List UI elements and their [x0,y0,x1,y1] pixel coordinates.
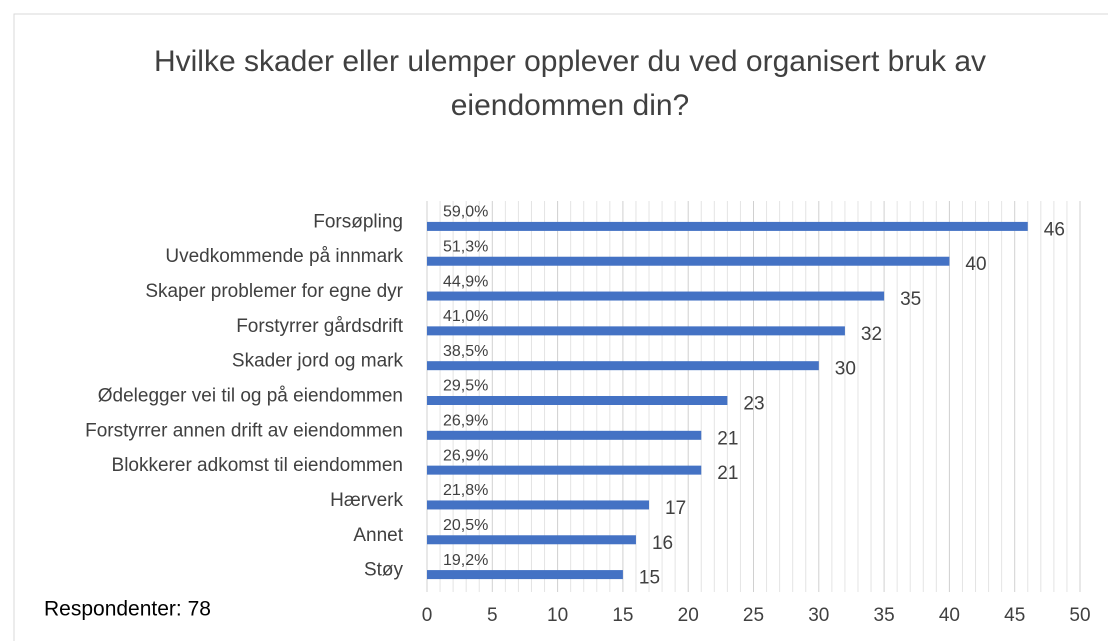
bar [427,326,845,336]
percent-label: 21,8% [443,482,488,499]
percent-label: 20,5% [443,517,488,534]
x-tick-label: 5 [487,605,498,626]
value-label: 17 [665,498,686,519]
x-tick-label: 25 [743,605,764,626]
category-label: Forsøpling [313,211,403,232]
percent-label: 26,9% [443,447,488,464]
category-label: Uvedkommende på innmark [165,246,403,267]
x-tick-label: 20 [678,605,699,626]
percent-label: 26,9% [443,413,488,430]
x-tick-label: 50 [1069,605,1090,626]
bar [427,535,636,545]
x-tick-label: 0 [422,605,433,626]
category-label: Forstyrrer gårdsdrift [236,316,404,337]
bar [427,361,819,371]
category-label: Hærverk [330,490,403,511]
value-label: 35 [900,289,921,310]
value-label: 30 [835,359,856,380]
x-tick-label: 10 [547,605,568,626]
percent-label: 19,2% [443,552,488,569]
category-label: Skaper problemer for egne dyr [145,281,403,302]
chart-title: Hvilke skader eller ulemper opplever du … [153,45,987,122]
category-label: Støy [364,560,404,581]
bar [427,221,1028,231]
bar [427,465,702,475]
bar [427,570,623,580]
percent-label: 29,5% [443,378,488,395]
value-label: 21 [717,463,738,484]
annotation: Respondenter: 78 [44,598,211,621]
value-label: 46 [1044,219,1065,240]
x-tick-label: 40 [939,605,960,626]
x-tick-label: 35 [874,605,895,626]
category-label: Blokkerer adkomst til eiendommen [112,455,403,476]
percent-label: 51,3% [443,238,488,255]
value-label: 15 [639,568,660,589]
bar [427,256,950,266]
category-label: Annet [353,525,403,546]
value-label: 32 [861,324,882,345]
x-tick-label: 45 [1004,605,1025,626]
bar [427,396,728,405]
category-label: Forstyrrer annen drift av eiendommen [85,420,403,441]
chart-frame [13,13,1108,641]
bar [427,430,702,440]
value-label: 40 [965,254,986,275]
percent-label: 41,0% [443,308,488,325]
category-label: Skader jord og mark [232,351,404,372]
percent-label: 44,9% [443,273,488,290]
value-label: 16 [652,533,673,554]
value-label: 23 [743,394,764,415]
percent-label: 38,5% [443,343,488,360]
x-tick-label: 30 [808,605,829,626]
bar [427,500,650,510]
bar [427,291,885,301]
percent-label: 59,0% [443,204,488,221]
x-tick-label: 15 [612,605,633,626]
category-label: Ødelegger vei til og på eiendommen [98,386,403,407]
value-label: 21 [717,428,738,449]
